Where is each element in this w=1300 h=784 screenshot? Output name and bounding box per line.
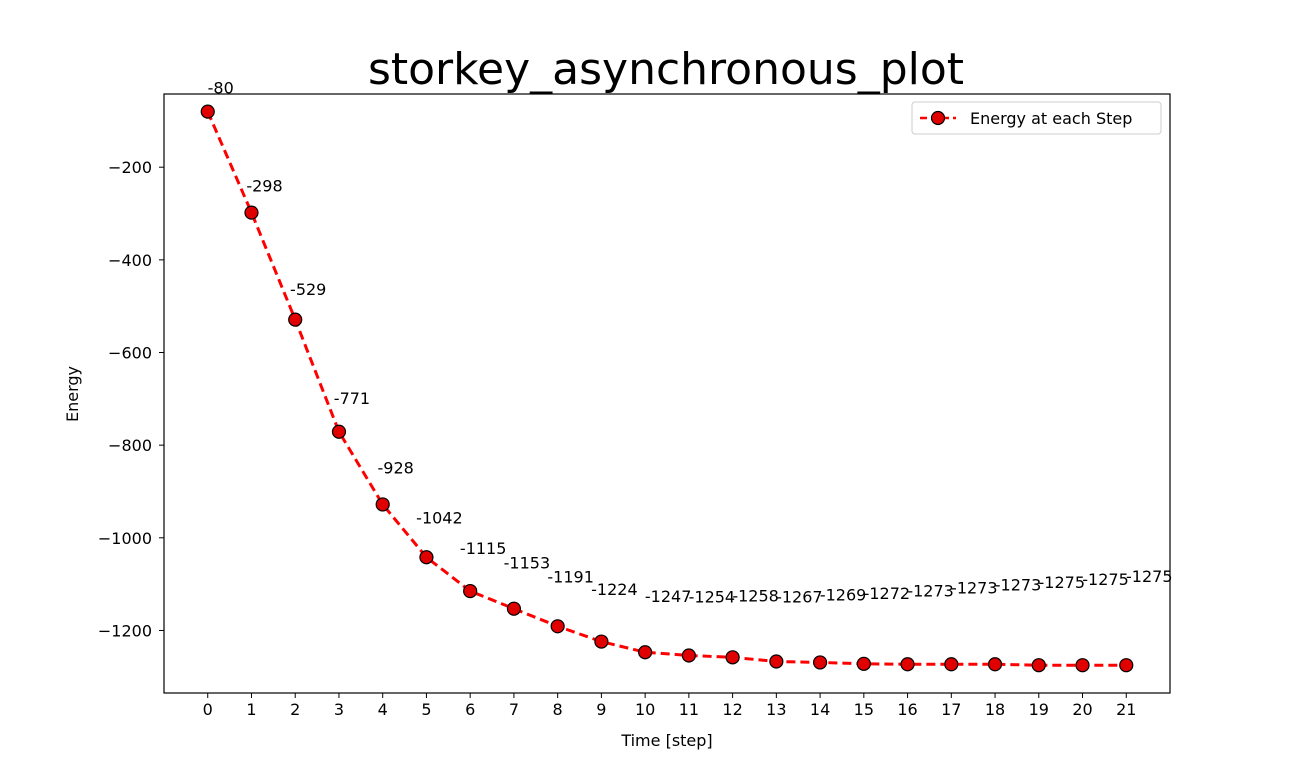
data-label: -1273: [951, 578, 998, 597]
legend-entry-label: Energy at each Step: [970, 109, 1132, 128]
data-label: -1115: [460, 539, 507, 558]
data-label: -1273: [907, 581, 954, 600]
x-axis-label: Time [step]: [620, 731, 712, 750]
y-tick-label: −200: [108, 158, 152, 177]
x-tick-label: 21: [1116, 700, 1136, 719]
data-point: [856, 656, 871, 671]
x-tick-label: 9: [596, 700, 606, 719]
data-point: [506, 601, 522, 616]
y-tick-label: −600: [108, 344, 152, 363]
series-layer: -80-298-529-771-928-1042-1115-1153-1191-…: [200, 79, 1173, 673]
data-point: [812, 655, 828, 670]
data-point: [419, 550, 434, 565]
data-label: -529: [290, 280, 326, 299]
x-tick-label: 8: [553, 700, 563, 719]
data-point: [987, 657, 1003, 672]
data-label: -1247: [645, 587, 692, 606]
data-label: -298: [246, 176, 282, 195]
data-label: -1258: [732, 586, 779, 605]
data-point: [1075, 658, 1090, 673]
y-tick-label: −800: [108, 436, 152, 455]
data-point: [944, 657, 959, 672]
x-tick-label: 3: [334, 700, 344, 719]
x-tick-label: 11: [679, 700, 699, 719]
data-label: -1267: [776, 587, 823, 606]
data-label: -928: [378, 459, 414, 478]
y-tick-label: −1200: [98, 621, 152, 640]
x-tick-label: 13: [766, 700, 786, 719]
x-tick-label: 10: [635, 700, 655, 719]
data-label: -1273: [995, 575, 1042, 594]
x-tick-label: 1: [246, 700, 256, 719]
x-tick-label: 7: [509, 700, 519, 719]
y-axis: −200 −400 −600 −800 −1000 −1200: [98, 158, 164, 640]
x-tick-label: 14: [810, 700, 830, 719]
chart-title: storkey_asynchronous_plot: [368, 44, 964, 95]
x-tick-label: 18: [985, 700, 1005, 719]
data-point: [375, 497, 390, 512]
x-tick-label: 0: [203, 700, 213, 719]
x-tick-label: 2: [290, 700, 300, 719]
data-point: [331, 424, 347, 439]
data-label: -1275: [1039, 573, 1086, 592]
data-point: [463, 583, 478, 599]
data-point: [681, 648, 696, 663]
data-point: [244, 205, 259, 220]
data-label: -1275: [1082, 570, 1129, 589]
data-label: -1272: [864, 584, 911, 603]
data-label: -1254: [689, 587, 736, 606]
data-point: [200, 104, 215, 119]
x-tick-label: 12: [722, 700, 742, 719]
legend: Energy at each Step: [911, 101, 1162, 135]
x-tick-label: 6: [465, 700, 475, 719]
data-point: [1031, 658, 1046, 673]
data-label: -771: [334, 389, 370, 408]
data-point: [288, 312, 303, 327]
legend-marker: [930, 110, 946, 126]
data-label: -1224: [591, 580, 638, 599]
x-tick-label: 19: [1029, 700, 1049, 719]
data-point: [594, 634, 609, 649]
x-tick-label: 17: [941, 700, 961, 719]
x-tick-label: 16: [897, 700, 917, 719]
data-label: -1042: [416, 508, 463, 527]
data-label: -1153: [504, 553, 551, 572]
data-label: -1269: [820, 585, 867, 604]
plot-area: [163, 93, 1171, 694]
series-line: [206, 111, 1127, 667]
y-tick-label: −1000: [98, 529, 152, 548]
data-point: [900, 657, 915, 672]
x-tick-label: 20: [1072, 700, 1092, 719]
data-label: -1191: [547, 568, 594, 587]
data-point: [550, 619, 565, 634]
x-axis: 0 1 2 3 4 5 6 7 8 9 10 11 12 13 14 15 16 17 18 19 20 21: [203, 693, 1136, 719]
y-axis-label: Energy: [63, 366, 82, 422]
data-label: -1275: [1126, 567, 1173, 586]
x-tick-label: 15: [854, 700, 874, 719]
legend-box: [911, 101, 1162, 135]
y-tick-label: −400: [108, 251, 152, 270]
data-label: -80: [208, 79, 234, 98]
x-tick-label: 4: [378, 700, 388, 719]
data-point: [725, 650, 740, 665]
data-point: [1119, 658, 1134, 673]
data-point: [638, 645, 653, 660]
x-tick-label: 5: [421, 700, 431, 719]
data-point: [769, 654, 784, 669]
